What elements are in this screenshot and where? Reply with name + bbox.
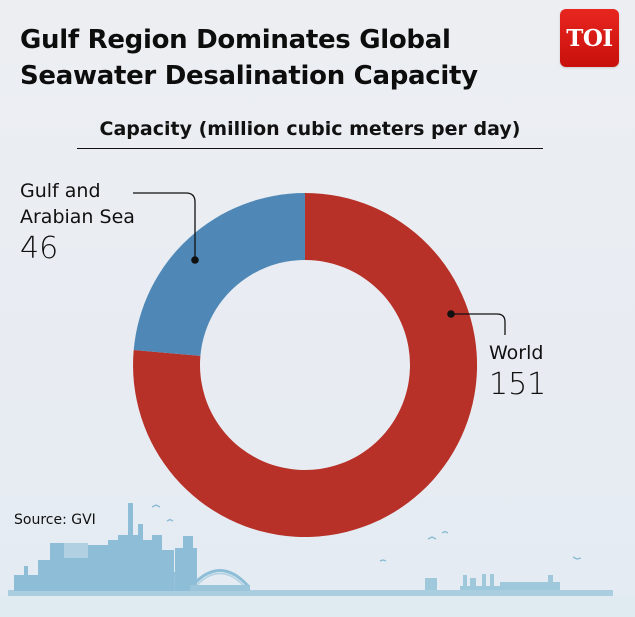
chart-title: Gulf Region Dominates Global Seawater De… (20, 22, 478, 94)
title-line-2: Seawater Desalination Capacity (20, 61, 478, 91)
source-note: Source: GVI (14, 512, 96, 528)
world-label: World 151 (489, 340, 546, 404)
gulf-label-line-1: Gulf and (20, 180, 101, 202)
gulf-label-line-2: Arabian Sea (20, 206, 135, 228)
toi-logo: TOI (560, 9, 619, 67)
segment-world[interactable] (133, 193, 478, 537)
logo-text: TOI (566, 24, 613, 52)
world-value: 151 (489, 367, 547, 402)
donut-segments (133, 193, 478, 537)
skyline-illustration (0, 503, 635, 617)
chart-subtitle: Capacity (million cubic meters per day) (77, 118, 543, 149)
segment-gulf-and-arabian-sea[interactable] (133, 193, 305, 356)
gulf-value: 46 (20, 231, 59, 266)
title-line-1: Gulf Region Dominates Global (20, 25, 451, 55)
world-label-name: World (489, 342, 544, 364)
gulf-label: Gulf and Arabian Sea 46 (20, 178, 135, 268)
callout-world (447, 310, 506, 335)
callout-gulf (133, 192, 199, 264)
